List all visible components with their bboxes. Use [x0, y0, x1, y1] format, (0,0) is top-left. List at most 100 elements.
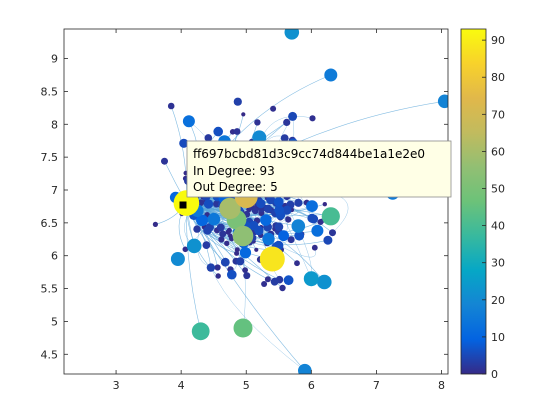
- y-tick-label: 6.5: [41, 217, 59, 230]
- node[interactable]: [234, 247, 240, 253]
- node[interactable]: [274, 205, 285, 216]
- y-tick-label: 8.5: [41, 85, 59, 98]
- node[interactable]: [182, 246, 189, 253]
- node[interactable]: [294, 230, 305, 241]
- node[interactable]: [323, 235, 333, 245]
- y-tick-label: 8: [51, 118, 58, 131]
- node[interactable]: [206, 263, 216, 272]
- node[interactable]: [303, 271, 319, 287]
- node[interactable]: [179, 138, 189, 148]
- node[interactable]: [243, 272, 251, 280]
- node[interactable]: [329, 229, 336, 237]
- edge: [210, 267, 305, 371]
- node[interactable]: [288, 111, 298, 121]
- node[interactable]: [280, 134, 289, 143]
- data-tip-marker[interactable]: [178, 200, 188, 210]
- node[interactable]: [182, 115, 195, 128]
- node[interactable]: [284, 25, 300, 40]
- node[interactable]: [216, 223, 225, 232]
- node[interactable]: [264, 276, 271, 283]
- node[interactable]: [260, 214, 272, 226]
- node[interactable]: [283, 275, 294, 286]
- node[interactable]: [291, 219, 306, 233]
- node[interactable]: [254, 119, 261, 126]
- node[interactable]: [298, 363, 312, 378]
- colorbar-axis: 0 10 20 30 40 50 60 70 80 90: [482, 34, 505, 381]
- node[interactable]: [215, 273, 221, 279]
- node[interactable]: [294, 198, 303, 207]
- node[interactable]: [219, 197, 241, 220]
- node[interactable]: [152, 221, 158, 227]
- y-tick-label: 4.5: [41, 348, 59, 361]
- node[interactable]: [167, 102, 175, 110]
- data-tip-in-degree: In Degree: 93: [193, 164, 275, 178]
- node[interactable]: [437, 94, 452, 109]
- node[interactable]: [218, 236, 225, 243]
- data-tip-id: ff697bcbd81d3c9cc74d844be1a1e2e0: [193, 147, 425, 161]
- node[interactable]: [317, 274, 332, 290]
- node[interactable]: [236, 257, 245, 266]
- node[interactable]: [214, 264, 221, 271]
- node[interactable]: [311, 224, 324, 237]
- node[interactable]: [161, 157, 168, 165]
- node[interactable]: [242, 267, 249, 273]
- node[interactable]: [241, 112, 246, 117]
- node[interactable]: [191, 322, 210, 341]
- node[interactable]: [283, 118, 291, 126]
- node[interactable]: [274, 222, 284, 232]
- node[interactable]: [311, 244, 318, 251]
- node[interactable]: [259, 246, 285, 272]
- node[interactable]: [196, 214, 208, 226]
- colorbar-tick-label: 80: [491, 71, 505, 84]
- node[interactable]: [233, 318, 253, 338]
- node[interactable]: [270, 277, 279, 286]
- node[interactable]: [307, 213, 317, 223]
- node[interactable]: [262, 232, 275, 246]
- node[interactable]: [232, 225, 254, 247]
- node[interactable]: [317, 219, 324, 225]
- node[interactable]: [273, 197, 284, 207]
- node[interactable]: [213, 126, 223, 137]
- node[interactable]: [324, 68, 338, 82]
- node[interactable]: [203, 199, 214, 209]
- node[interactable]: [279, 284, 286, 292]
- node[interactable]: [220, 257, 230, 267]
- y-tick-label: 5: [51, 315, 58, 328]
- node[interactable]: [256, 198, 266, 209]
- node[interactable]: [225, 229, 231, 235]
- node[interactable]: [234, 250, 240, 256]
- node[interactable]: [309, 115, 316, 122]
- node[interactable]: [170, 252, 185, 266]
- node[interactable]: [197, 199, 205, 206]
- node[interactable]: [219, 230, 227, 238]
- node[interactable]: [207, 212, 221, 226]
- node[interactable]: [254, 225, 264, 236]
- node[interactable]: [294, 260, 300, 267]
- node[interactable]: [287, 236, 295, 244]
- colorbar-tick-label: 60: [491, 145, 505, 158]
- node[interactable]: [233, 97, 242, 106]
- y-tick-label: 7.5: [41, 151, 59, 164]
- node[interactable]: [239, 247, 252, 259]
- node[interactable]: [261, 281, 268, 287]
- node[interactable]: [233, 128, 241, 135]
- plot-frame: [63, 28, 449, 375]
- node[interactable]: [202, 241, 211, 250]
- node[interactable]: [306, 200, 318, 213]
- node[interactable]: [266, 195, 276, 205]
- node[interactable]: [227, 269, 237, 280]
- edge: [186, 203, 201, 332]
- node[interactable]: [254, 247, 259, 252]
- node[interactable]: [224, 240, 230, 246]
- node[interactable]: [264, 204, 273, 213]
- node[interactable]: [193, 225, 201, 233]
- node[interactable]: [270, 105, 277, 112]
- node[interactable]: [251, 207, 259, 215]
- node[interactable]: [321, 207, 340, 226]
- node[interactable]: [322, 202, 327, 207]
- node[interactable]: [204, 134, 213, 142]
- node[interactable]: [285, 216, 292, 223]
- node[interactable]: [278, 230, 289, 242]
- colorbar-tick-label: 30: [491, 257, 505, 270]
- node[interactable]: [186, 238, 202, 254]
